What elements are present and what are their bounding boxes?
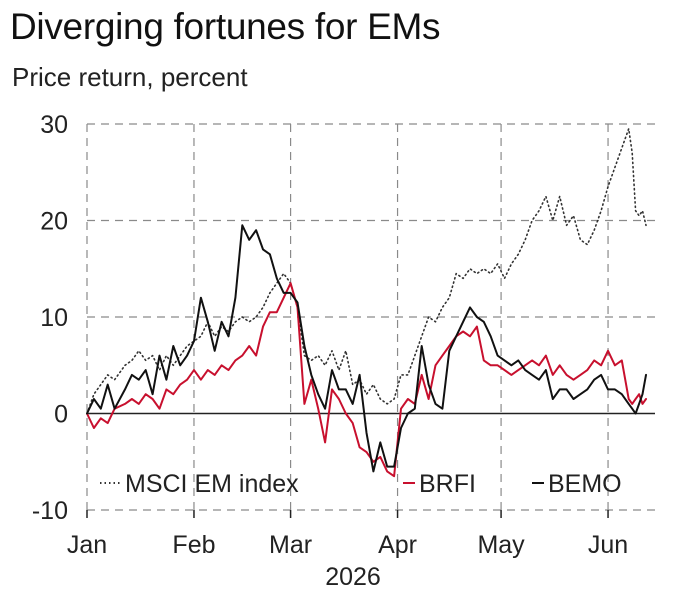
x-axis: Jan Feb Mar Apr May Jun [67, 510, 628, 559]
x-tick-label: Jan [67, 531, 107, 559]
y-axis: -10 0 10 20 30 [32, 111, 68, 525]
legend-label-brfi: BRFI [419, 470, 476, 498]
legend-label-bemo: BEMO [548, 470, 622, 498]
series-line-bemo [86, 224, 647, 473]
x-axis-label: 2026 [325, 563, 381, 591]
series-line-msci-em-index [86, 128, 647, 415]
y-tick-label: 20 [40, 208, 68, 236]
y-tick-label: -10 [32, 497, 68, 525]
x-tick-label: May [477, 531, 525, 559]
chart-title: Diverging fortunes for EMs [10, 6, 441, 47]
grid-layer [86, 123, 655, 511]
chart-subtitle: Price return, percent [12, 62, 248, 92]
y-tick-label: 10 [40, 304, 68, 332]
x-tick-label: Mar [269, 531, 312, 559]
legend: MSCI EM index BRFI BEMO [100, 470, 622, 498]
y-tick-label: 0 [54, 401, 68, 429]
legend-label-msci-em-index: MSCI EM index [125, 470, 299, 498]
series-layer [86, 128, 647, 478]
y-tick-label: 30 [40, 111, 68, 139]
series-line-brfi [86, 282, 647, 478]
x-tick-label: Feb [172, 531, 215, 559]
x-tick-label: Apr [378, 531, 417, 559]
x-tick-label: Jun [588, 531, 628, 559]
